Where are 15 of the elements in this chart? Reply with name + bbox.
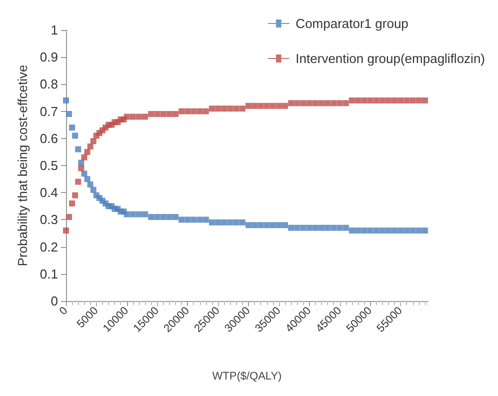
y-tick-label: 0.4 <box>40 185 58 200</box>
y-tick-label: 0.7 <box>40 104 58 119</box>
legend-label: Comparator1 group <box>296 16 408 31</box>
x-axis-title: WTP($/QALY) <box>212 370 282 382</box>
y-tick-label: 0.3 <box>40 212 58 228</box>
y-tick-label: 0.6 <box>40 130 58 146</box>
y-tick-label: 0.1 <box>40 266 58 282</box>
y-tick-label: 1 <box>50 22 58 38</box>
y-tick-label: 0.9 <box>40 50 58 65</box>
legend-label: Intervention group(empagliflozin) <box>296 51 486 66</box>
y-tick-label: 0 <box>50 294 58 308</box>
y-tick-label: 0.5 <box>40 158 58 173</box>
y-tick-label: 0.2 <box>40 239 58 254</box>
y-axis-title: Probability that being cost-effcetive <box>15 64 30 266</box>
y-tick-label: 0.8 <box>40 76 58 92</box>
